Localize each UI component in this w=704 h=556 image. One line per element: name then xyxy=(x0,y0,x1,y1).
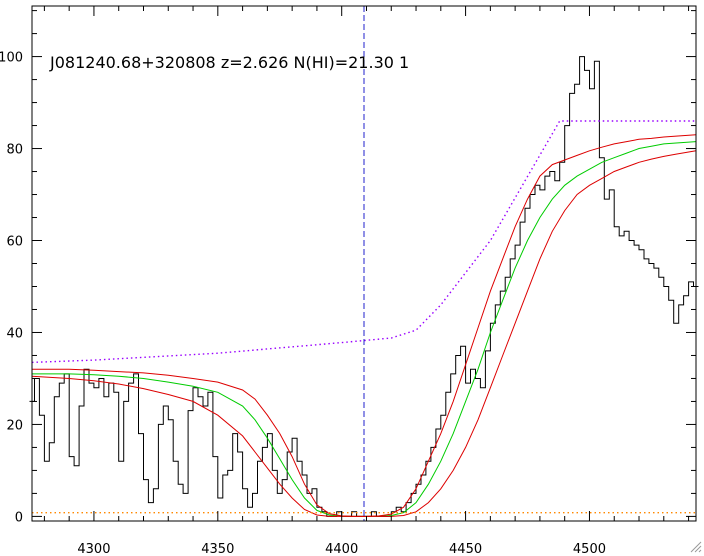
tick-layer: 4300 4350 4400 4450 4500 0 20 40 60 80 100 xyxy=(0,6,696,556)
chart-title: J081240.68+320808 z=2.626 N(HI)=21.30 1 xyxy=(49,53,409,72)
series-model-lower xyxy=(31,150,697,517)
series-model xyxy=(32,141,697,517)
x-tick-label: 4500 xyxy=(573,542,606,556)
resize-grip-icon[interactable] xyxy=(690,541,702,553)
y-tick-label: 20 xyxy=(6,418,23,433)
y-tick-label: 40 xyxy=(6,326,23,341)
y-tick-label: 100 xyxy=(0,51,23,66)
y-tick-label: 0 xyxy=(15,510,23,525)
series-continuum xyxy=(31,120,696,364)
series-model-upper xyxy=(32,134,697,517)
x-tick-label: 4350 xyxy=(201,542,234,556)
y-tick-label: 60 xyxy=(6,235,23,250)
y-tick-label: 80 xyxy=(6,143,23,158)
x-tick-label: 4450 xyxy=(449,542,482,556)
x-tick-label: 4400 xyxy=(325,542,358,556)
x-tick-label: 4300 xyxy=(77,542,110,556)
series-layer xyxy=(29,56,699,517)
